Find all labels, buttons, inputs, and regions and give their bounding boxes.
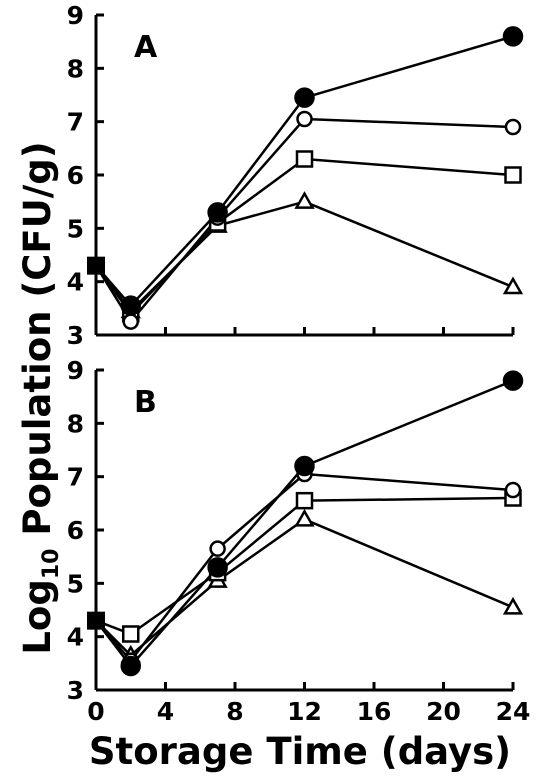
panel-a-day0-marker: [87, 256, 105, 275]
panel-a-y-tick-label: 4: [67, 268, 84, 297]
panel-b-y-tick-label: 4: [67, 623, 84, 652]
y-axis-title-prefix: Log: [16, 579, 59, 654]
panel-b-open-circle-marker: [209, 540, 226, 557]
panel-a-open-triangle-marker: [294, 191, 315, 209]
panel-a-y-tick-label: 6: [67, 161, 84, 190]
x-tick-label: 20: [426, 697, 461, 726]
panel-b-y-tick-label: 5: [67, 569, 84, 598]
panel-a-filled-circle-marker: [294, 87, 315, 108]
panel-b-open-triangle-marker: [294, 508, 315, 527]
panel-a-filled-circle-marker: [120, 295, 141, 316]
panel-b-filled-circle-marker: [294, 455, 315, 477]
panel-b-y-tick-label: 8: [67, 409, 84, 438]
x-tick-label: 8: [226, 697, 243, 726]
panel-b-day0-marker: [87, 611, 105, 630]
panel-a-chart: 3 4 5 6 7 8 9 A: [67, 1, 524, 350]
panel-b-filled-circle-marker: [207, 557, 228, 578]
x-tick-label: 4: [157, 697, 174, 726]
panel-a-filled-circle-marker: [502, 26, 524, 47]
panel-b-open-circle-marker: [504, 481, 522, 499]
x-tick-label: 24: [496, 697, 531, 726]
panel-a-open-circle-marker: [122, 313, 139, 330]
panel-b-open-square-marker: [122, 625, 140, 643]
panel-a-open-circle-marker: [296, 110, 313, 128]
panel-a-open-circle-marker: [504, 118, 522, 136]
panel-a-open-square-series-line: [94, 157, 514, 316]
panel-a-y-tick-label: 8: [67, 54, 84, 83]
y-axis-title-suffix: Population (CFU/g): [16, 141, 59, 548]
panel-a-y-tick-label: 5: [67, 214, 84, 243]
panel-b-chart: 3 4 5 6 7 8 9 B: [67, 356, 524, 705]
panel-a-open-circle-series-line: [94, 117, 514, 324]
panel-b-y-tick-label: 9: [67, 356, 84, 385]
y-axis-title-subscript: 10: [39, 549, 64, 580]
x-tick-label: 12: [287, 697, 322, 726]
panel-b-y-tick-label: 6: [67, 516, 84, 545]
panel-b-filled-circle-marker: [502, 370, 524, 391]
panel-a-label: A: [134, 30, 158, 65]
panel-a-y-tick-label: 9: [67, 1, 84, 30]
panel-b-open-square-marker: [295, 491, 314, 510]
panel-b-filled-circle-marker: [120, 655, 141, 677]
panel-a-filled-circle-marker: [207, 202, 228, 223]
panel-a-open-triangle-series-line: [95, 200, 514, 313]
panel-a-y-tick-label: 3: [67, 321, 84, 350]
panel-b-y-tick-label: 7: [67, 463, 84, 492]
x-tick-label: 16: [357, 697, 392, 726]
x-axis-tick-labels: 0 4 8 12 16 20 24: [87, 697, 530, 726]
x-axis-title: Storage Time (days): [89, 730, 511, 773]
panel-a-y-tick-label: 7: [67, 108, 84, 137]
panel-b-y-tick-label: 3: [67, 676, 84, 705]
panel-b-label: B: [134, 385, 157, 420]
panel-a-open-triangle-marker: [502, 276, 524, 295]
panel-b-open-triangle-marker: [502, 596, 524, 615]
y-axis-title: Log10 Population (CFU/g): [16, 141, 64, 654]
x-tick-label: 0: [87, 697, 104, 726]
panel-a-open-square-marker: [504, 166, 522, 184]
panel-a-open-square-marker: [295, 150, 314, 168]
